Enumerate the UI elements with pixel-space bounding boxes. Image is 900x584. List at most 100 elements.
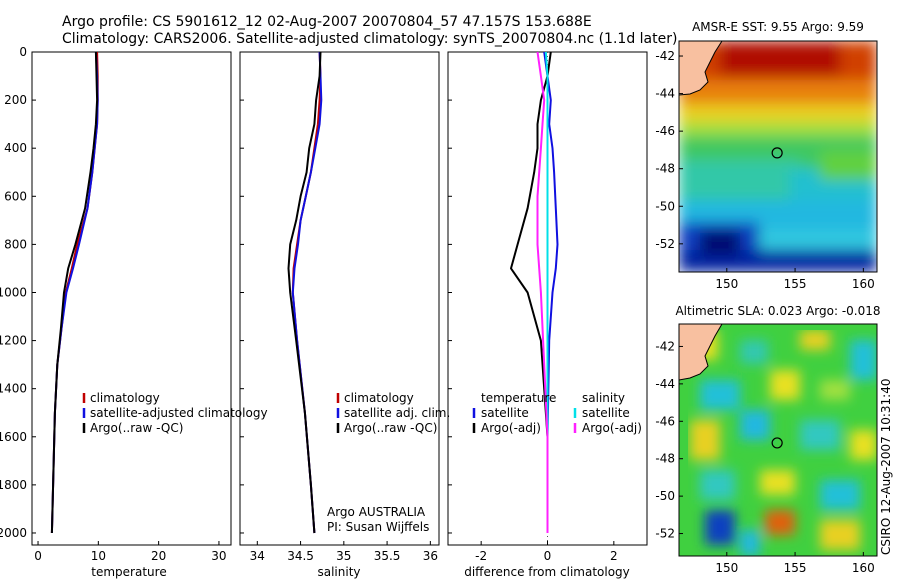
land-mass	[679, 324, 723, 381]
x-tick-label: 34.5	[287, 549, 314, 563]
land-mass	[679, 41, 723, 96]
lat-tick-label: -42	[655, 49, 675, 63]
legend-heading-salinity: salinity	[582, 391, 625, 405]
lat-tick-label: -46	[655, 124, 675, 138]
x-tick-label: 34	[250, 549, 265, 563]
sla-lat-tick-labels: -42 -44 -46 -48 -50 -52	[655, 339, 683, 541]
legend-label-temp-satellite: satellite	[481, 406, 529, 420]
lon-tick-label: 160	[852, 561, 875, 575]
y-tick-label: 400	[4, 141, 27, 155]
legend-label-sal-satellite: satellite	[582, 406, 630, 420]
y-tick-label: 1000	[0, 285, 27, 299]
sst-lat-tick-labels: -42 -44 -46 -48 -50 -52	[655, 49, 683, 251]
argo-location-marker	[771, 147, 783, 159]
legend-label-temp-argo: Argo(-adj)	[481, 421, 541, 435]
series-line-argo-raw-qc	[287, 51, 322, 534]
x-tick-label: 35.5	[374, 549, 401, 563]
x-tick-label: 30	[211, 549, 226, 563]
lon-tick-label: 155	[784, 561, 807, 575]
series-line-salinity-satellite	[544, 51, 549, 533]
series-line-climatology	[291, 51, 322, 534]
figure-title-line2: Climatology: CARS2006. Satellite-adjuste…	[62, 31, 677, 47]
sst-map-title: AMSR-E SST: 9.55 Argo: 9.59	[692, 20, 864, 34]
salinity-legend: climatology satellite adj. clim. Argo(..…	[336, 391, 450, 435]
sst-map-frame	[678, 40, 878, 273]
y-tick-label: 1200	[0, 334, 27, 348]
legend-label-climatology: climatology	[344, 391, 414, 405]
lat-tick-label: -44	[655, 87, 675, 101]
lon-tick-label: 150	[715, 561, 738, 575]
y-tick-label: 0	[19, 45, 27, 59]
lat-tick-label: -52	[655, 527, 675, 541]
lat-tick-label: -50	[655, 199, 675, 213]
y-tick-label: 200	[4, 93, 27, 107]
x-tick-label: 35	[336, 549, 351, 563]
argo-location-marker	[771, 437, 783, 449]
x-tick-label: 20	[151, 549, 166, 563]
pi-annotation: PI: Susan Wijffels	[327, 520, 429, 534]
lat-tick-label: -42	[655, 339, 675, 353]
x-tick-label: 0	[544, 549, 552, 563]
lon-tick-label: 155	[784, 277, 807, 291]
y-tick-label: 1400	[0, 382, 27, 396]
y-tick-label: 800	[4, 237, 27, 251]
lat-tick-label: -50	[655, 489, 675, 503]
series-line-climatology	[50, 51, 99, 534]
difference-series	[510, 51, 559, 533]
figure-title-line1: Argo profile: CS 5901612_12 02-Aug-2007 …	[62, 14, 592, 30]
salinity-xlabel: salinity	[317, 565, 360, 579]
depth-tick-labels: 0 200 400 600 800 1000 1200 1400 1600 1800 2000	[0, 45, 452, 540]
legend-heading-temperature: temperature	[481, 391, 556, 405]
sst-lon-tick-labels: 150 155 160	[715, 268, 875, 291]
lat-tick-label: -44	[655, 377, 675, 391]
csiro-timestamp: CSIRO 12-Aug-2007 10:31:40	[879, 379, 893, 555]
lat-tick-label: -52	[655, 237, 675, 251]
lon-tick-label: 160	[852, 277, 875, 291]
x-tick-label: 0	[34, 549, 42, 563]
temperature-legend: climatology satellite-adjusted climatolo…	[82, 391, 268, 435]
temperature-series	[50, 51, 99, 534]
sla-map-frame	[678, 323, 878, 557]
series-line-salinity-argo-adj	[536, 51, 549, 533]
y-tick-label: 2000	[0, 526, 27, 540]
sst-heatmap	[679, 41, 877, 272]
lon-tick-label: 150	[715, 277, 738, 291]
sla-lon-tick-labels: 150 155 160	[715, 552, 875, 575]
x-tick-label: -2	[475, 549, 487, 563]
legend-label-climatology: climatology	[90, 391, 160, 405]
series-line-temperature-satellite	[543, 51, 559, 533]
lat-tick-label: -48	[655, 452, 675, 466]
lat-tick-label: -48	[655, 162, 675, 176]
salinity-panel: 34 34.5 35 35.5 36 salinity climatology sate…	[239, 51, 450, 579]
salinity-axes-frame	[239, 51, 440, 546]
series-line-argo-raw-qc	[50, 51, 99, 534]
difference-xlabel: difference from climatology	[464, 565, 630, 579]
y-tick-label: 1800	[0, 478, 27, 492]
salinity-series	[287, 51, 323, 534]
temperature-panel: 0 200 400 600 800 1000 1200 1400 1600 1800 2000 0 1…	[0, 45, 452, 579]
series-line-satellite-adjusted-climatology	[50, 51, 99, 534]
y-tick-label: 600	[4, 189, 27, 203]
sst-map-panel: AMSR-E SST: 9.55 Argo: 9.59	[655, 20, 878, 291]
difference-panel: -2 0 2 difference from climatology tempera…	[447, 51, 648, 579]
salinity-tick-labels: 34 34.5 35 35.5 36	[250, 541, 438, 563]
sla-map-panel: Altimetric SLA: 0.023 Argo: -0.018	[655, 304, 880, 575]
legend-label-argo: Argo(..raw -QC)	[90, 421, 183, 435]
difference-legend: temperature satellite Argo(-adj) salinit…	[472, 391, 642, 435]
sla-map-title: Altimetric SLA: 0.023 Argo: -0.018	[675, 304, 880, 318]
series-line-temperature-argo-adj	[510, 51, 552, 533]
x-tick-label: 10	[91, 549, 106, 563]
y-tick-label: 1600	[0, 430, 27, 444]
argo-australia-annotation: Argo AUSTRALIA	[327, 505, 426, 519]
legend-label-sal-argo: Argo(-adj)	[582, 421, 642, 435]
x-tick-label: 36	[423, 549, 438, 563]
x-tick-label: 2	[610, 549, 618, 563]
legend-label-satellite: satellite adj. clim.	[344, 406, 450, 420]
sla-heatmap	[679, 324, 877, 556]
legend-label-satellite: satellite-adjusted climatology	[90, 406, 268, 420]
lat-tick-label: -46	[655, 414, 675, 428]
legend-label-argo: Argo(..raw -QC)	[344, 421, 437, 435]
temperature-tick-labels: 0 10 20 30	[34, 541, 227, 563]
difference-tick-labels: -2 0 2	[475, 541, 618, 563]
